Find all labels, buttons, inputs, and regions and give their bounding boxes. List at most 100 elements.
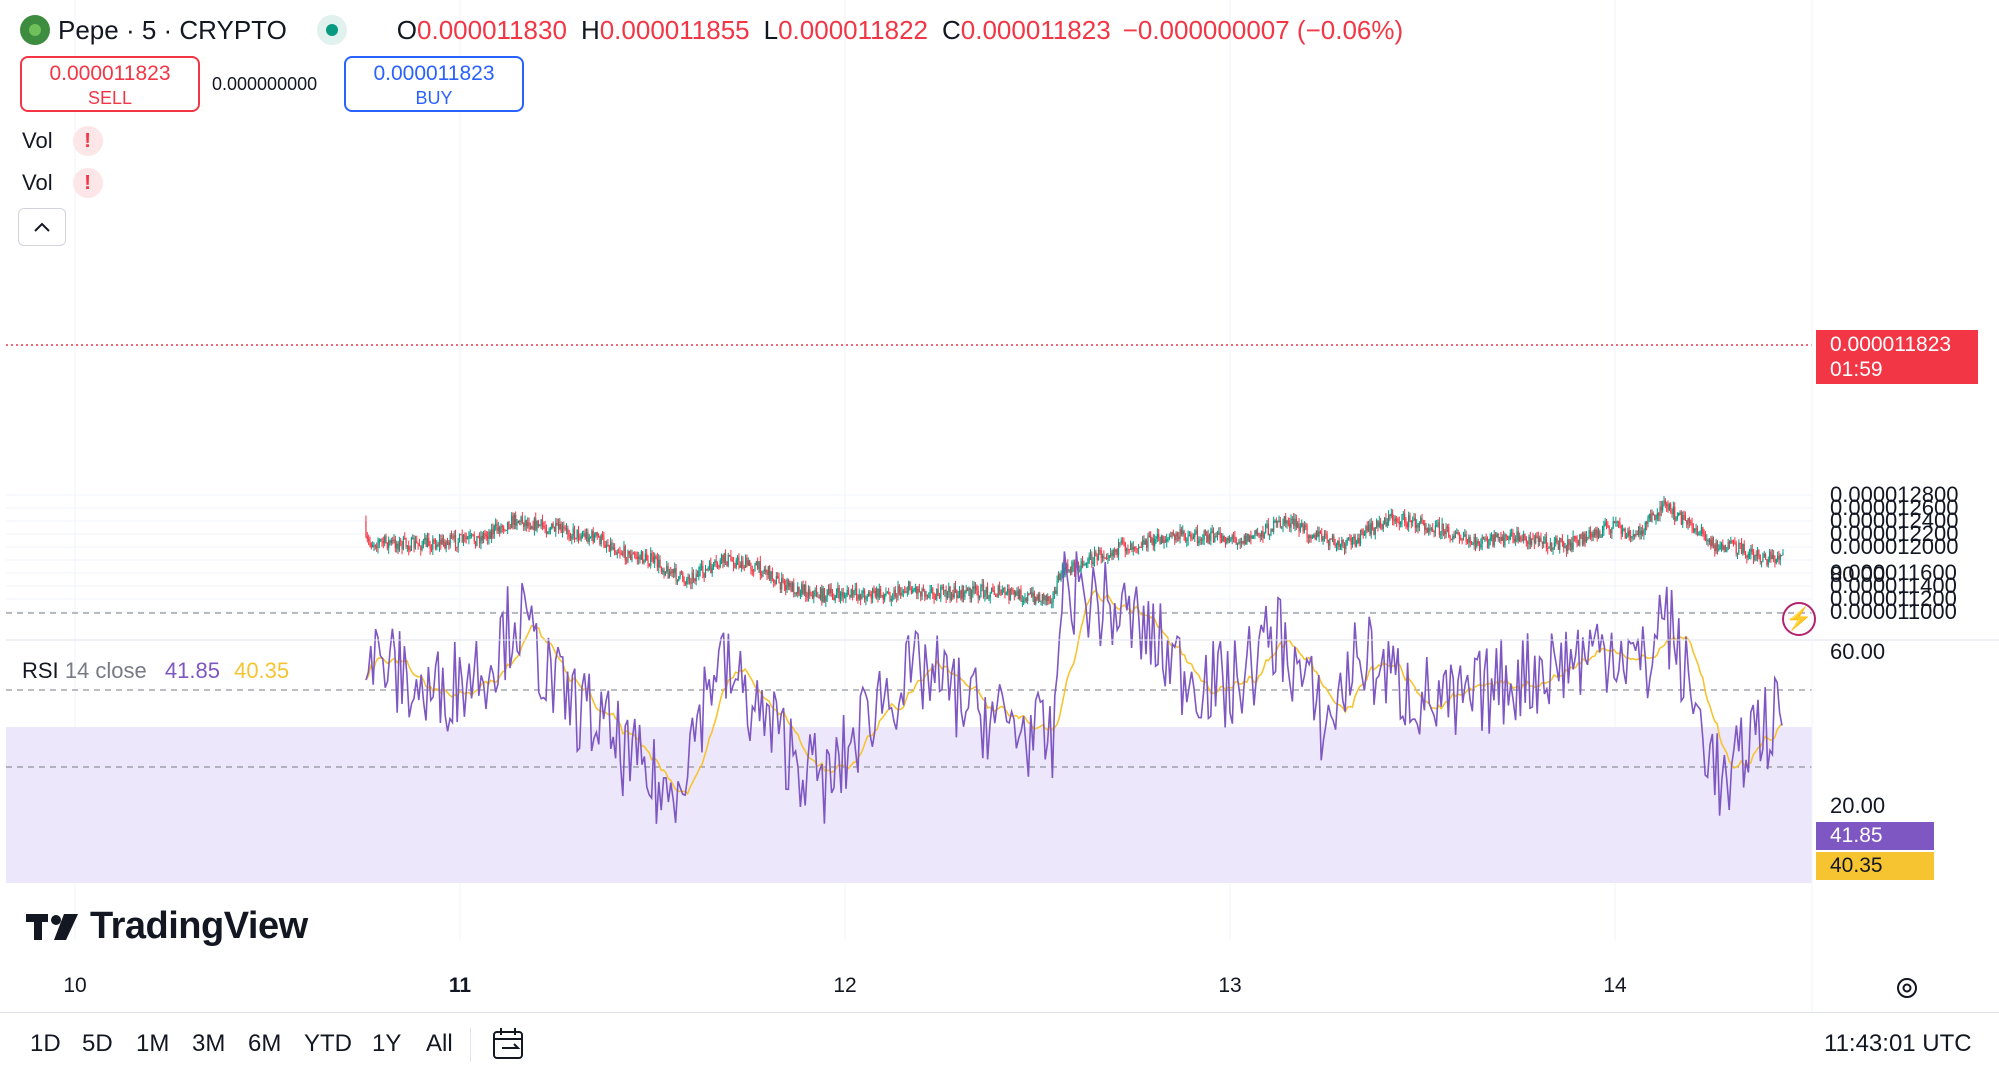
candle-body [1588, 530, 1590, 538]
candle-body [1564, 546, 1566, 548]
candle-body [1103, 555, 1105, 558]
candle-body [976, 586, 978, 591]
candle-body [803, 584, 806, 594]
candle-body [1506, 536, 1509, 540]
candle-body [1627, 530, 1629, 537]
settings-gear-icon[interactable] [1893, 974, 1921, 1002]
candle-body [604, 545, 606, 548]
candle-body [1544, 536, 1546, 542]
collapse-legend-button[interactable] [18, 208, 66, 246]
candle-body [618, 552, 620, 554]
open-value: 0.000011830 [417, 14, 567, 45]
volume-indicator-2[interactable]: Vol ! [22, 168, 103, 198]
candle-body [1238, 541, 1240, 545]
candle-body [1003, 587, 1005, 590]
candle-body [917, 588, 919, 594]
candle-body [1548, 546, 1550, 549]
candle-body [1069, 570, 1072, 573]
candle-body [1650, 514, 1652, 522]
candle-body [1488, 539, 1490, 549]
range-button-1m[interactable]: 1M [136, 1030, 170, 1057]
utc-clock[interactable]: 11:43:01 UTC [1824, 1030, 1972, 1057]
candle-body [460, 534, 462, 536]
range-button-ytd[interactable]: YTD [304, 1030, 352, 1057]
candle-body [1424, 523, 1426, 531]
candle-body [1674, 506, 1676, 521]
candle-body [1716, 541, 1719, 551]
candle-body [1477, 541, 1479, 544]
candle-body [1135, 547, 1137, 549]
candle-body [449, 534, 451, 546]
candle-body [755, 561, 757, 566]
candle-body [1595, 529, 1597, 536]
candle-body [442, 538, 445, 543]
candle-body [513, 514, 515, 525]
candle-body [623, 546, 625, 554]
candle-body [533, 518, 535, 530]
candle-body [795, 592, 798, 594]
candle-body [1231, 535, 1233, 540]
candle-body [390, 539, 392, 544]
range-button-5d[interactable]: 5D [82, 1030, 113, 1057]
candle-body [690, 582, 692, 584]
candle-body [683, 580, 685, 583]
candle-body [1239, 541, 1241, 544]
candle-body [1303, 525, 1305, 532]
chart-header: Pepe · 5 · CRYPTO O 0.000011830 H 0.000011… [20, 12, 1403, 48]
lightning-icon[interactable]: ⚡ [1782, 602, 1816, 636]
range-button-all[interactable]: All [426, 1030, 453, 1057]
candle-body [1493, 534, 1495, 546]
candle-body [837, 587, 839, 593]
candle-body [1335, 545, 1338, 547]
range-button-1d[interactable]: 1D [30, 1030, 61, 1057]
volume-indicator-1[interactable]: Vol ! [22, 126, 103, 156]
candle-body [1683, 515, 1685, 517]
sell-button[interactable]: 0.000011823 SELL [20, 56, 200, 112]
candle-body [1642, 530, 1644, 535]
candle-body [1469, 537, 1471, 544]
candle-body [1527, 542, 1529, 544]
candle-body [942, 586, 945, 591]
candle-body [1707, 539, 1709, 542]
candle-body [1774, 558, 1776, 564]
candle-body [1000, 590, 1002, 595]
warning-icon[interactable]: ! [72, 168, 103, 198]
range-button-3m[interactable]: 3M [192, 1030, 226, 1057]
candle-body [684, 582, 687, 585]
range-button-6m[interactable]: 6M [248, 1030, 282, 1057]
candle-body [989, 593, 991, 598]
sell-price: 0.000011823 [49, 62, 171, 85]
candle-body [1150, 535, 1152, 543]
candle-body [1183, 530, 1185, 536]
range-button-1y[interactable]: 1Y [372, 1030, 402, 1057]
candle-body [885, 593, 887, 595]
candle-body [1168, 536, 1170, 538]
candle-body [940, 587, 942, 599]
buy-button[interactable]: 0.000011823 BUY [344, 56, 524, 112]
rsi-legend[interactable]: RSI 14 close 41.85 40.35 [22, 658, 289, 684]
last-price-tag: 0.000011823 01:59 [1816, 330, 1978, 384]
rsi-ma-line [365, 589, 1783, 796]
candle-body [1244, 535, 1247, 545]
candle-body [1043, 594, 1045, 600]
candle-body [1676, 515, 1678, 519]
candle-body [484, 533, 486, 535]
candle-body [901, 591, 903, 596]
candle-body [1484, 538, 1486, 540]
change-value: −0.000000007 (−0.06%) [1122, 14, 1404, 45]
candle-body [1283, 516, 1285, 524]
candle-body [809, 589, 811, 596]
candle-body [1631, 536, 1633, 539]
date-range-calendar-icon[interactable] [490, 1026, 530, 1062]
candle-body [368, 539, 370, 541]
candle-body [527, 522, 529, 527]
candle-body [1131, 543, 1133, 550]
candle-body [1005, 592, 1007, 595]
warning-icon[interactable]: ! [72, 126, 103, 156]
candle-body [948, 587, 950, 592]
candle-body [408, 545, 410, 551]
symbol-title[interactable]: Pepe · 5 · CRYPTO [58, 14, 287, 45]
candle-body [1608, 526, 1610, 530]
candle-body [1139, 546, 1141, 548]
